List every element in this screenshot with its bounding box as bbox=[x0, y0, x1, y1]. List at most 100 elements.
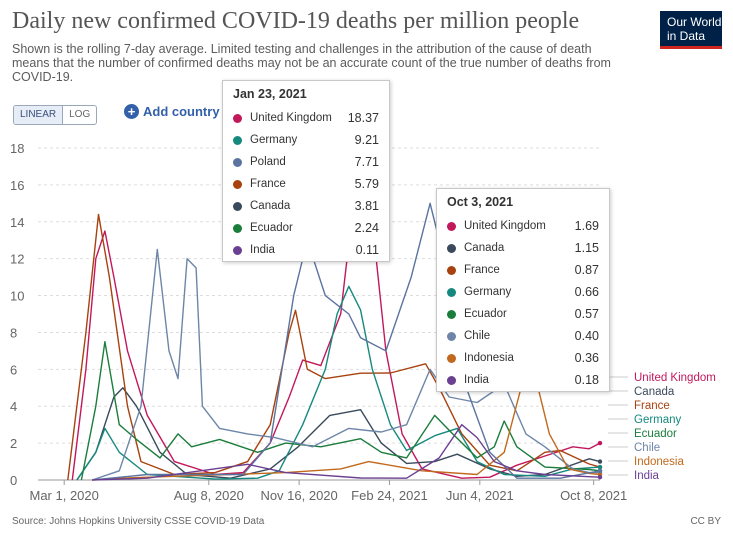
series-color-dot bbox=[233, 179, 242, 189]
owid-logo[interactable]: Our World in Data bbox=[660, 11, 722, 49]
tooltip-series-value: 3.81 bbox=[354, 199, 379, 213]
series-line-ecuador bbox=[80, 341, 601, 481]
tooltip-series-value: 7.71 bbox=[354, 155, 379, 169]
tooltip-series-value: 0.57 bbox=[574, 307, 599, 321]
tooltip-rows: United Kingdom 18.37 Germany 9.21 Poland 7.71… bbox=[223, 107, 389, 261]
series-color-dot bbox=[233, 135, 242, 145]
series-color-dot bbox=[447, 309, 456, 319]
log-scale-button[interactable]: LOG bbox=[69, 109, 91, 120]
tooltip-series-value: 0.36 bbox=[574, 351, 599, 365]
series-color-dot bbox=[447, 221, 456, 231]
series-end-point bbox=[597, 468, 603, 473]
tooltip-series-value: 0.87 bbox=[574, 263, 599, 277]
tooltip-series-name: Ecuador bbox=[250, 222, 293, 234]
tooltip-series-value: 9.21 bbox=[354, 133, 379, 147]
series-line-chile bbox=[91, 248, 600, 481]
series-color-dot bbox=[447, 353, 456, 363]
tooltip-series-name: France bbox=[464, 264, 500, 276]
chart-subtitle: Shown is the rolling 7-day average. Limi… bbox=[12, 42, 611, 84]
series-color-dot bbox=[233, 113, 242, 123]
series-color-dot bbox=[447, 375, 456, 385]
x-tick-label: Feb 24, 2021 bbox=[351, 488, 428, 503]
series-line-germany bbox=[76, 285, 601, 481]
logo-line-2: in Data bbox=[667, 29, 706, 43]
y-tick-label: 12 bbox=[10, 252, 24, 267]
end-label-canada: Canada bbox=[634, 386, 675, 398]
x-axis-ticks: Mar 1, 2020 Aug 8, 2020 Nov 16, 2020 Feb 24… bbox=[30, 480, 627, 503]
tooltip-series-name: Ecuador bbox=[464, 308, 507, 320]
x-tick-label: Nov 16, 2020 bbox=[260, 488, 337, 503]
tooltip-row: Germany 0.66 bbox=[437, 281, 609, 303]
y-tick-label: 2 bbox=[10, 436, 17, 451]
tooltip-series-value: 0.11 bbox=[355, 243, 379, 257]
tooltip-series-name: Poland bbox=[250, 156, 286, 168]
linear-scale-button[interactable]: LINEAR bbox=[14, 106, 64, 124]
tooltip-date: Oct 3, 2021 bbox=[447, 195, 514, 209]
end-label-indonesia: Indonesia bbox=[634, 456, 684, 468]
y-tick-label: 10 bbox=[10, 289, 24, 304]
add-country-label: Add country bbox=[143, 104, 220, 119]
series-color-dot bbox=[447, 243, 456, 253]
scale-toggle[interactable]: LINEAR LOG bbox=[13, 105, 98, 125]
tooltip-series-name: India bbox=[464, 374, 489, 386]
tooltip-series-value: 0.18 bbox=[574, 373, 599, 387]
series-end-point bbox=[597, 440, 603, 446]
series-color-dot bbox=[233, 223, 242, 233]
chart-title: Daily new confirmed COVID-19 deaths per … bbox=[12, 8, 580, 34]
tooltip-row: France 0.87 bbox=[437, 259, 609, 281]
series-color-dot bbox=[447, 265, 456, 275]
end-label-france: France bbox=[634, 400, 670, 412]
end-label-united-kingdom: United Kingdom bbox=[634, 372, 716, 384]
tooltip-series-value: 0.40 bbox=[574, 329, 599, 343]
tooltip-row: United Kingdom 1.69 bbox=[437, 215, 609, 237]
series-line-india bbox=[92, 424, 601, 481]
add-country-button[interactable]: + Add country bbox=[124, 104, 220, 119]
series-line-poland bbox=[92, 202, 601, 481]
tooltip-row: India 0.11 bbox=[223, 239, 389, 261]
tooltip-series-name: United Kingdom bbox=[464, 220, 546, 232]
series-lines bbox=[67, 140, 603, 481]
end-label-india: India bbox=[634, 470, 660, 482]
y-tick-label: 4 bbox=[10, 399, 17, 414]
tooltip-row: Chile 0.40 bbox=[437, 325, 609, 347]
tooltip-series-value: 1.69 bbox=[574, 219, 599, 233]
series-line-indonesia bbox=[92, 368, 601, 481]
y-tick-label: 8 bbox=[10, 325, 17, 340]
tooltip-series-name: Germany bbox=[250, 134, 298, 146]
end-labels: United Kingdom Canada France Germany Ecuador… bbox=[608, 372, 716, 482]
x-tick-label: Mar 1, 2020 bbox=[30, 488, 99, 503]
series-end-point bbox=[597, 464, 603, 470]
y-tick-label: 16 bbox=[10, 178, 24, 193]
tooltip-series-value: 2.24 bbox=[354, 221, 379, 235]
x-tick-label: Oct 8, 2021 bbox=[560, 488, 627, 503]
tooltip-row: Canada 1.15 bbox=[437, 237, 609, 259]
tooltip-series-name: Indonesia bbox=[464, 352, 514, 364]
x-tick-label: Jun 4, 2021 bbox=[446, 488, 514, 503]
tooltip-row: France 5.79 bbox=[223, 173, 389, 195]
tooltip-row: Ecuador 2.24 bbox=[223, 217, 389, 239]
end-label-ecuador: Ecuador bbox=[634, 428, 677, 440]
tooltip-row: Canada 3.81 bbox=[223, 195, 389, 217]
series-color-dot bbox=[233, 157, 242, 167]
tooltip-series-name: United Kingdom bbox=[250, 112, 332, 124]
tooltip-series-value: 18.37 bbox=[347, 111, 379, 125]
source-note[interactable]: Source: Johns Hopkins University CSSE CO… bbox=[12, 516, 265, 527]
series-color-dot bbox=[233, 201, 242, 211]
tooltip-series-name: Canada bbox=[464, 242, 505, 254]
tooltip-series-value: 1.15 bbox=[574, 241, 599, 255]
tooltip-series-name: Canada bbox=[250, 200, 291, 212]
tooltip-oct-3: Oct 3, 2021 United Kingdom 1.69 Canada 1.15… bbox=[436, 188, 610, 392]
tooltip-row: Indonesia 0.36 bbox=[437, 347, 609, 369]
series-color-dot bbox=[233, 245, 242, 255]
tooltip-row: Poland 7.71 bbox=[223, 151, 389, 173]
tooltip-row: Ecuador 0.57 bbox=[437, 303, 609, 325]
series-color-dot bbox=[447, 287, 456, 297]
y-axis-ticks: 0 2 4 6 8 10 12 14 16 18 bbox=[10, 141, 24, 488]
tooltip-row: India 0.18 bbox=[437, 369, 609, 391]
logo-line-1: Our World bbox=[667, 15, 722, 29]
tooltip-date: Jan 23, 2021 bbox=[233, 87, 307, 101]
tooltip-series-name: Chile bbox=[464, 330, 491, 342]
license-note[interactable]: CC BY bbox=[690, 516, 721, 527]
y-tick-label: 14 bbox=[10, 215, 24, 230]
y-tick-label: 6 bbox=[10, 362, 17, 377]
